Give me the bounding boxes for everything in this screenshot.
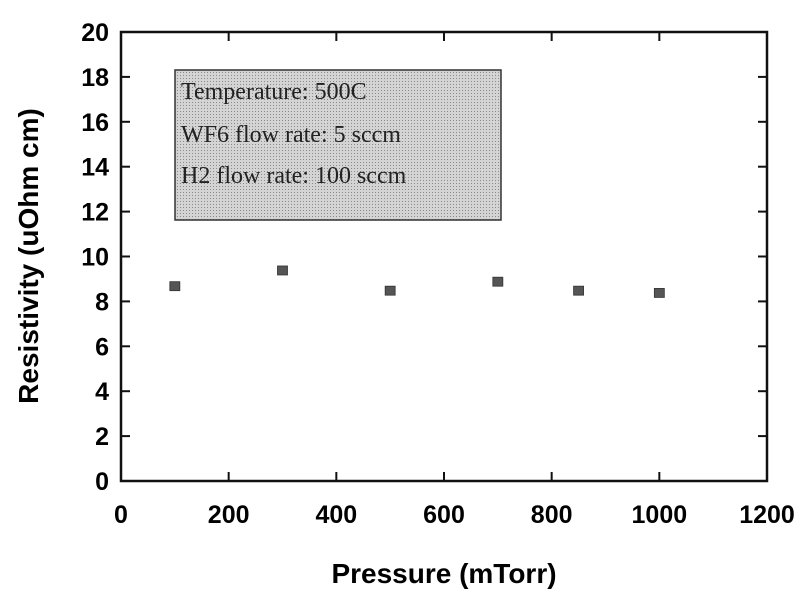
- y-tick-label-3: 6: [95, 333, 109, 361]
- x-tick-label-5: 1000: [632, 501, 688, 529]
- y-tick-label-8: 16: [81, 109, 109, 137]
- data-points: [169, 265, 665, 298]
- x-tick-label-6: 1200: [739, 501, 795, 529]
- y-tick-label-0: 0: [95, 468, 109, 496]
- y-tick-label-5: 10: [81, 244, 109, 272]
- y-tick-label-2: 4: [95, 378, 109, 406]
- x-tick-label-3: 600: [423, 501, 465, 529]
- annotation-line-wf6: WF6 flow rate: 5 sccm: [181, 122, 401, 148]
- x-axis-title: Pressure (mTorr): [331, 558, 556, 589]
- x-tick-label-0: 0: [114, 501, 128, 529]
- data-point-0-4: [573, 285, 584, 296]
- data-point-0-0: [169, 281, 181, 292]
- y-tick-label-10: 20: [81, 19, 109, 47]
- x-tick-label-4: 800: [531, 501, 573, 529]
- x-tick-label-2: 400: [315, 501, 357, 529]
- annotation-box: Temperature: 500C WF6 flow rate: 5 sccm …: [174, 69, 502, 221]
- y-tick-label-4: 8: [95, 288, 109, 316]
- data-point-0-2: [384, 285, 396, 296]
- data-point-0-1: [277, 265, 288, 276]
- y-tick-labels: 0 2 4 6 8 10 12 14 16 18 20: [81, 19, 109, 496]
- x-tick-labels: 0 200 400 600 800 1000 1200: [114, 501, 795, 529]
- annotation-line-h2: H2 flow rate: 100 sccm: [181, 163, 407, 189]
- data-point-0-5: [653, 288, 665, 298]
- annotation-line-temperature: Temperature: 500C: [181, 79, 367, 105]
- x-tick-label-1: 200: [208, 501, 250, 529]
- axis-ticks: [120, 31, 768, 482]
- y-axis-title: Resistivity (uOhm cm): [13, 108, 44, 404]
- annotation-background: [174, 69, 502, 221]
- y-tick-label-1: 2: [95, 423, 109, 451]
- data-point-0-3: [492, 276, 504, 287]
- y-tick-label-6: 12: [81, 199, 109, 227]
- y-tick-label-9: 18: [81, 64, 109, 92]
- y-tick-label-7: 14: [81, 154, 109, 182]
